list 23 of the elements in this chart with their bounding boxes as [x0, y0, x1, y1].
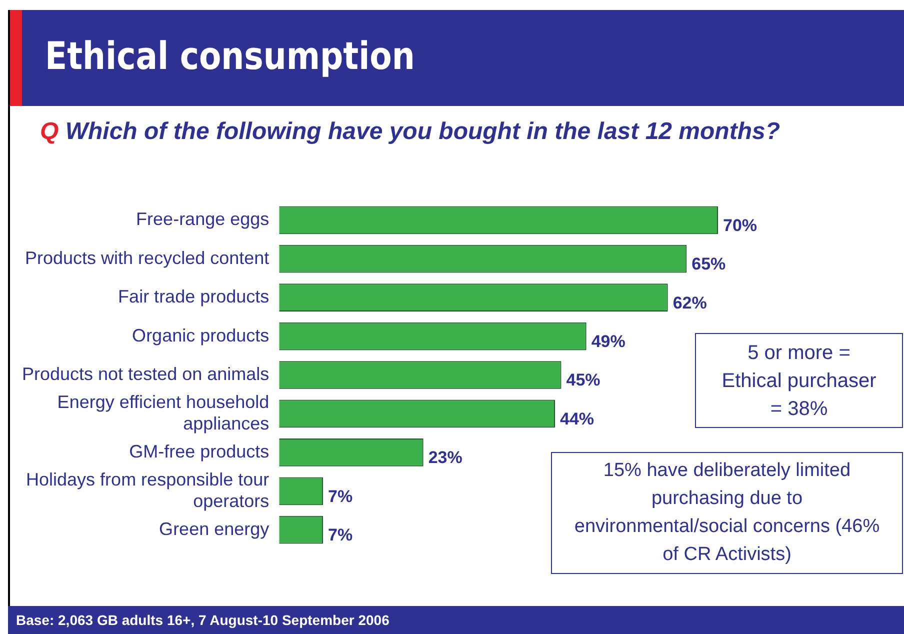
data-label: 62% — [672, 293, 707, 312]
data-label: 49% — [591, 332, 626, 351]
y-tick-label: Products with recycled content — [25, 248, 270, 268]
y-tick-label: Free-range eggs — [136, 209, 270, 230]
y-tick-label: Energy efficient household appliances — [57, 392, 270, 434]
y-tick-label: Holidays from responsible tour operators — [26, 469, 270, 511]
text: Base: 2,063 GB adults 16+, 7 August-10 September 2006 — [8, 606, 904, 634]
data-label: 45% — [566, 370, 600, 390]
y-tick-label: Organic products — [132, 325, 270, 346]
data-label: 65% — [692, 254, 726, 274]
y-tick-label: GM-free products — [129, 441, 270, 462]
data-label: 23% — [428, 448, 462, 468]
annotation: 15% have deliberately limited purchasing due to environmental/social concerns (46% of CR Activists) — [573, 459, 881, 567]
data-label: 7% — [328, 486, 353, 506]
data-label: 44% — [560, 409, 594, 428]
data-label: 70% — [723, 216, 758, 235]
y-tick-label: Green energy — [159, 518, 270, 539]
y-tick-label: Fair trade products — [118, 286, 270, 307]
data-label: 7% — [328, 526, 353, 545]
chart-subtitle: Q Which of the following have you bought in the last 12 months? — [40, 118, 780, 146]
chart-title: Ethical consumption — [45, 34, 415, 78]
y-tick-label: Products not tested on animals — [22, 364, 270, 384]
text: 5 or more = Ethical purchaser = 38% — [720, 340, 878, 422]
